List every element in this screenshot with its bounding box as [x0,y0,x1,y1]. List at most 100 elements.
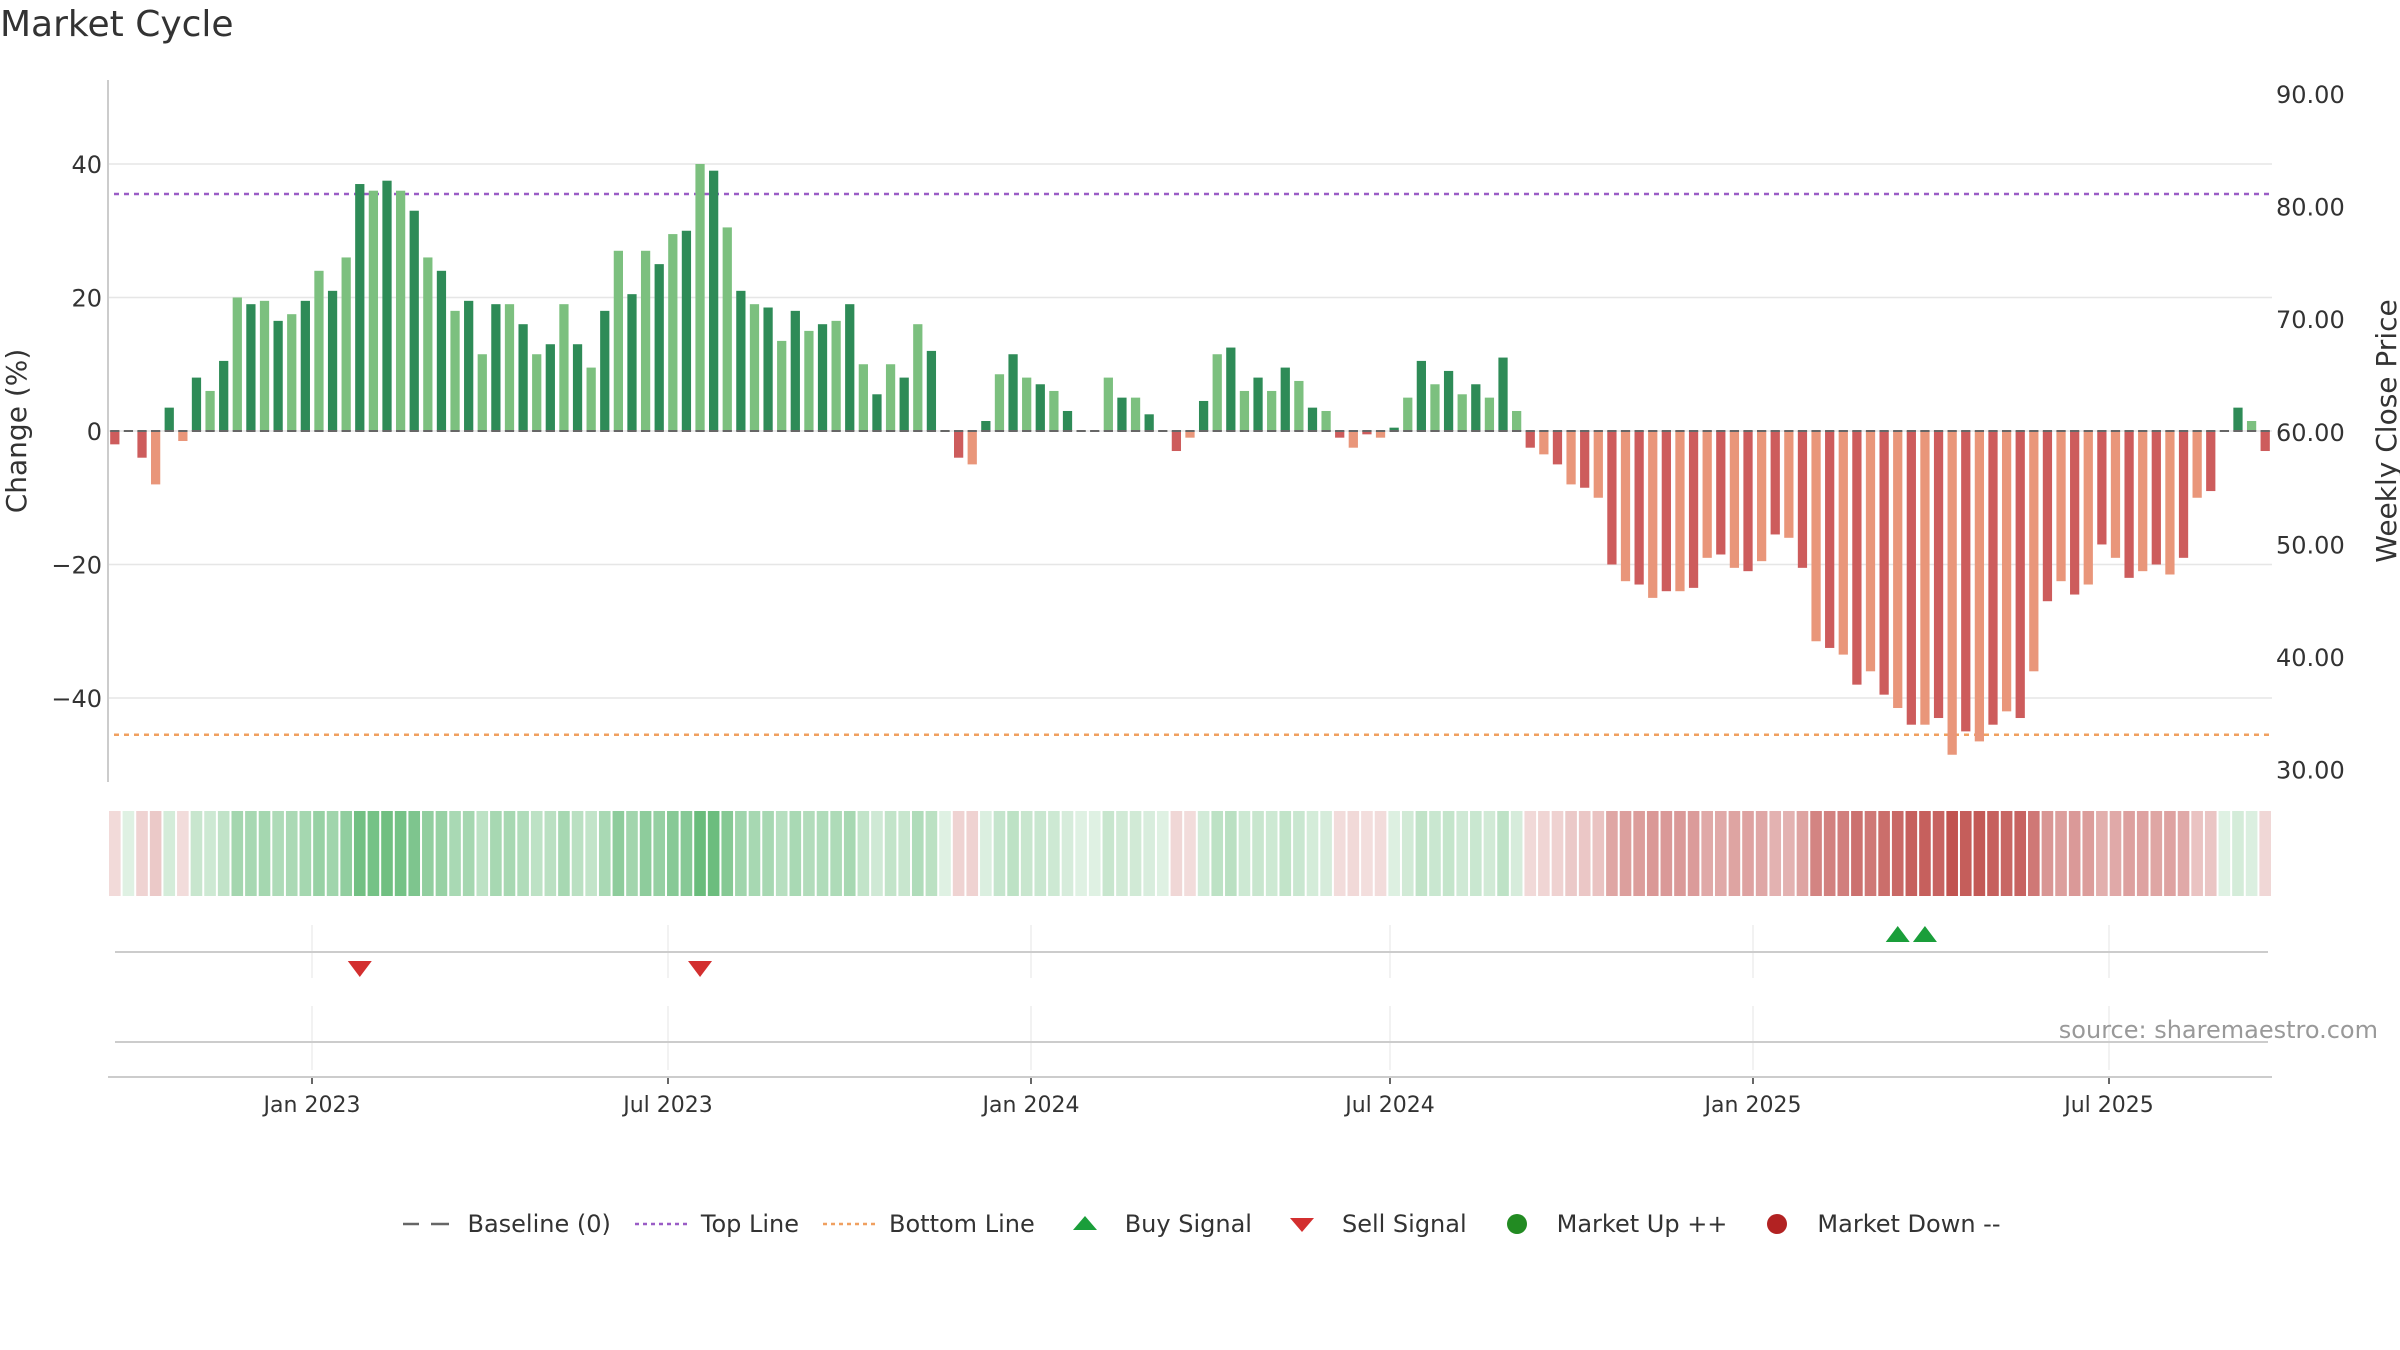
heat-cell [1252,811,1264,896]
legend-label: Baseline (0) [467,1210,611,1238]
bar [368,190,379,431]
bar [1648,431,1658,598]
x-tick-label: Jul 2025 [2062,1093,2154,1118]
heat-cell [993,811,1006,896]
legend-item: Sell Signal [1274,1210,1467,1238]
bar [831,320,841,431]
heat-cell [898,811,910,896]
heat-cell [966,811,979,896]
heat-cell [1156,811,1169,896]
heat-cell [326,811,339,896]
heat-cell [803,811,815,896]
heat-cell [1388,811,1400,896]
y-right-tick-label: 30.00 [2276,757,2345,785]
legend-label: Sell Signal [1341,1210,1467,1238]
legend: Baseline (0) Top Line Bottom Line Buy Signa… [0,1204,2400,1244]
bar [1226,347,1236,431]
y-axis-title-left: Change (%) [0,349,33,514]
heat-cell [272,811,284,896]
heat-cell [939,811,951,896]
dotted-orange-icon [823,1222,876,1226]
bar [954,431,964,458]
bar [1974,431,1985,742]
bar [1716,431,1726,555]
heat-cell [1306,811,1319,896]
heat-cell [1701,811,1713,896]
bar [1784,431,1794,538]
bar [1552,431,1563,465]
bar [2192,431,2202,498]
heat-cell [2014,811,2027,896]
heat-cell [1333,811,1346,896]
heat-cell [2245,811,2258,896]
bar [1144,414,1154,431]
heat-cell [1102,811,1115,896]
bar [1239,390,1250,431]
bar [1117,397,1127,432]
bar [1185,431,1195,438]
bar [1634,431,1644,585]
y-right-tick-label: 40.00 [2276,644,2345,672]
bar [2001,431,2012,712]
heat-cell [2218,811,2231,896]
bar [1294,380,1304,431]
bar [640,250,651,431]
heat-cell [1470,811,1482,896]
heat-cell [109,811,121,896]
bar [1580,431,1590,488]
bar [1171,431,1182,452]
heat-strip [109,811,2271,896]
bar [804,330,814,432]
heat-cell [149,811,162,896]
heat-cell [1456,811,1469,896]
heat-cell [1361,811,1373,896]
bar [1661,431,1671,592]
heat-cell [476,811,489,896]
heat-cell [204,811,216,896]
bar [681,230,692,431]
y-tick-label: −20 [51,552,102,580]
bar [1947,431,1957,755]
bar [2124,431,2134,578]
bar [1688,431,1699,588]
heat-cell [1891,811,1904,896]
bar [981,420,991,431]
legend-item: Buy Signal [1057,1210,1252,1238]
bar [1062,410,1073,431]
circle-green-icon [1506,1214,1527,1234]
bar [287,314,297,431]
circle-red-icon [1767,1214,1788,1234]
heat-cell [1687,811,1700,896]
bar [164,407,174,431]
heat-cell [775,811,788,896]
bar [1430,384,1440,431]
bar [1049,390,1059,431]
bar [1267,390,1277,431]
bar [1348,431,1358,448]
heat-cell [2177,811,2190,896]
heat-cell [1034,811,1047,896]
bar [1198,400,1209,431]
bar [1607,431,1617,565]
heat-cell [503,811,516,896]
heat-cell [1075,811,1087,896]
heat-cell [1483,811,1496,896]
heat-cell [435,811,448,896]
bar [1852,431,1862,685]
heat-cell [340,811,352,896]
heat-cell [313,811,325,896]
heat-cell [1783,811,1795,896]
bar [2178,431,2189,558]
heat-cell [1129,811,1142,896]
heat-cell [285,811,298,896]
bar [1933,431,1944,719]
heat-cell [408,811,421,896]
bar [1457,394,1467,431]
y-right-tick-label: 80.00 [2276,194,2345,222]
bar [1103,377,1113,431]
bar [1825,431,1835,648]
legend-item: Baseline (0) [399,1210,611,1238]
bar [2070,431,2080,595]
heat-cell [245,811,257,896]
heat-cell [544,811,557,896]
